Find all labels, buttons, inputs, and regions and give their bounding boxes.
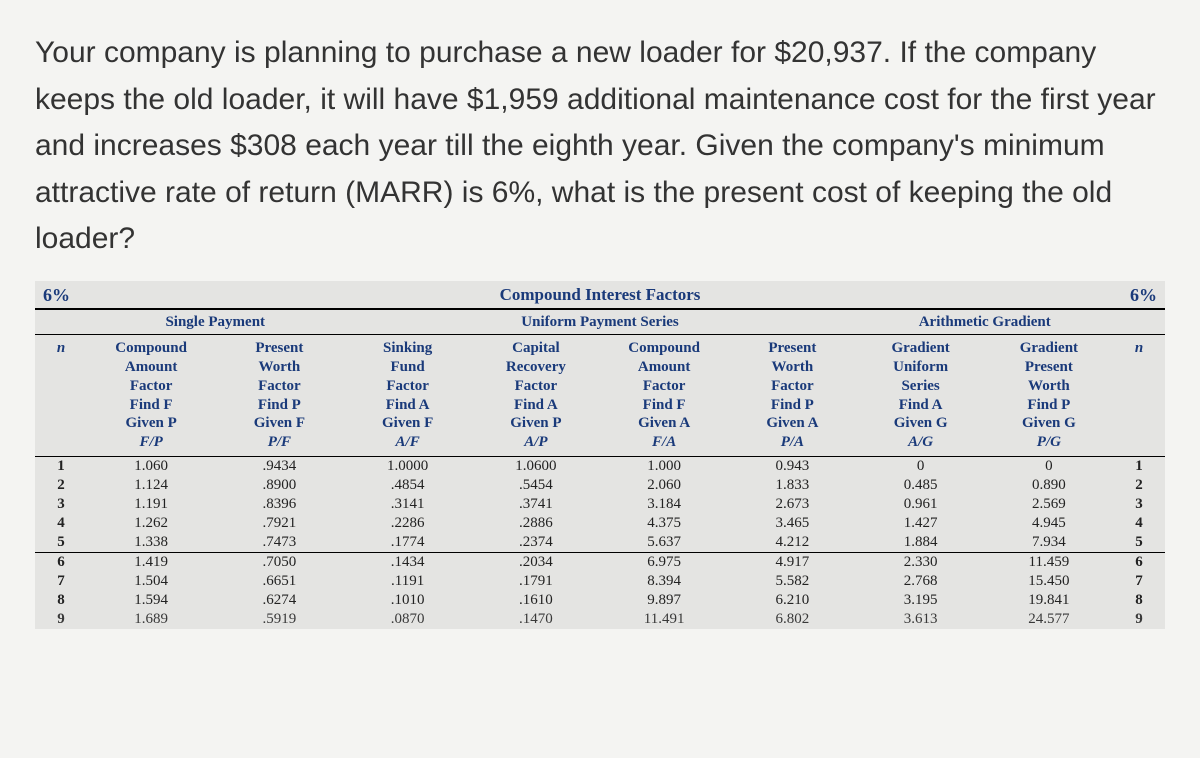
group-header-row: Single Payment Uniform Payment Series Ar…: [35, 310, 1165, 335]
interest-factor-table: 6% Compound Interest Factors 6% Single P…: [35, 281, 1165, 629]
table-row: 71.504.6651.1191.17918.3945.5822.76815.4…: [35, 572, 1165, 591]
group-single-payment: Single Payment: [87, 310, 344, 335]
rate-label-left: 6%: [43, 285, 70, 306]
col-pg: Gradient Present Worth Find P Given G P/…: [985, 335, 1113, 457]
table-row: 81.594.6274.1010.16109.8976.2103.19519.8…: [35, 591, 1165, 610]
table-row: 51.338.7473.1774.23745.6374.2121.8847.93…: [35, 533, 1165, 553]
group-uniform-series: Uniform Payment Series: [344, 310, 857, 335]
table-row: 31.191.8396.3141.37413.1842.6730.9612.56…: [35, 495, 1165, 514]
table-body: 11.060.94341.00001.06001.0000.943001 21.…: [35, 456, 1165, 629]
col-af: Sinking Fund Factor Find A Given F A/F: [344, 335, 472, 457]
col-fa: Compound Amount Factor Find F Given A F/…: [600, 335, 728, 457]
question-text: Your company is planning to purchase a n…: [35, 30, 1165, 263]
col-n-right: n: [1113, 335, 1165, 457]
col-pf: Present Worth Factor Find P Given F P/F: [215, 335, 343, 457]
group-arithmetic-gradient: Arithmetic Gradient: [857, 310, 1114, 335]
table-row: 91.689.5919.0870.147011.4916.8023.61324.…: [35, 610, 1165, 629]
table-main-title: Compound Interest Factors: [70, 285, 1130, 306]
col-ag: Gradient Uniform Series Find A Given G A…: [857, 335, 985, 457]
column-header-row: n Compound Amount Factor Find F Given P …: [35, 335, 1165, 457]
col-n-left: n: [35, 335, 87, 457]
factor-table: Single Payment Uniform Payment Series Ar…: [35, 310, 1165, 629]
table-row: 21.124.8900.4854.54542.0601.8330.4850.89…: [35, 476, 1165, 495]
table-title-row: 6% Compound Interest Factors 6%: [35, 281, 1165, 310]
col-ap: Capital Recovery Factor Find A Given P A…: [472, 335, 600, 457]
table-row: 41.262.7921.2286.28864.3753.4651.4274.94…: [35, 514, 1165, 533]
col-pa: Present Worth Factor Find P Given A P/A: [728, 335, 856, 457]
group-spacer: [1113, 310, 1165, 335]
col-fp: Compound Amount Factor Find F Given P F/…: [87, 335, 215, 457]
table-row: 11.060.94341.00001.06001.0000.943001: [35, 456, 1165, 476]
rate-label-right: 6%: [1130, 285, 1157, 306]
table-row: 61.419.7050.1434.20346.9754.9172.33011.4…: [35, 552, 1165, 572]
group-spacer: [35, 310, 87, 335]
